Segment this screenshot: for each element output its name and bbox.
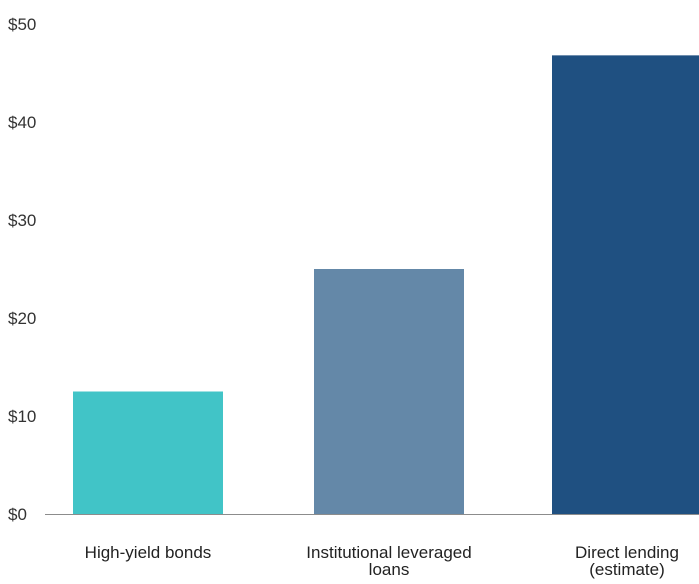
- bar: [314, 269, 464, 514]
- x-tick-label: Direct lending (estimate): [575, 543, 679, 579]
- x-tick-label-line: (estimate): [589, 560, 665, 579]
- bar: [552, 55, 699, 515]
- x-tick-label: High-yield bonds: [85, 543, 212, 562]
- x-tick-label-line: Direct lending: [575, 543, 679, 562]
- x-tick-label-line: Institutional leveraged: [306, 543, 471, 562]
- x-tick-label-line: loans: [369, 560, 410, 579]
- x-tick-label: Institutional leveraged loans: [306, 543, 471, 579]
- y-tick-label: $10: [8, 407, 36, 426]
- bars: [73, 55, 699, 515]
- x-axis-labels: High-yield bonds Institutional leveraged l…: [85, 543, 679, 579]
- y-tick-label: $0: [8, 505, 27, 524]
- y-tick-label: $50: [8, 15, 36, 34]
- y-tick-label: $20: [8, 309, 36, 328]
- x-tick-label-line: High-yield bonds: [85, 543, 212, 562]
- y-tick-label: $30: [8, 211, 36, 230]
- y-tick-label: $40: [8, 113, 36, 132]
- bar: [73, 391, 223, 514]
- y-axis: $0 $10 $20 $30 $40 $50: [8, 15, 36, 524]
